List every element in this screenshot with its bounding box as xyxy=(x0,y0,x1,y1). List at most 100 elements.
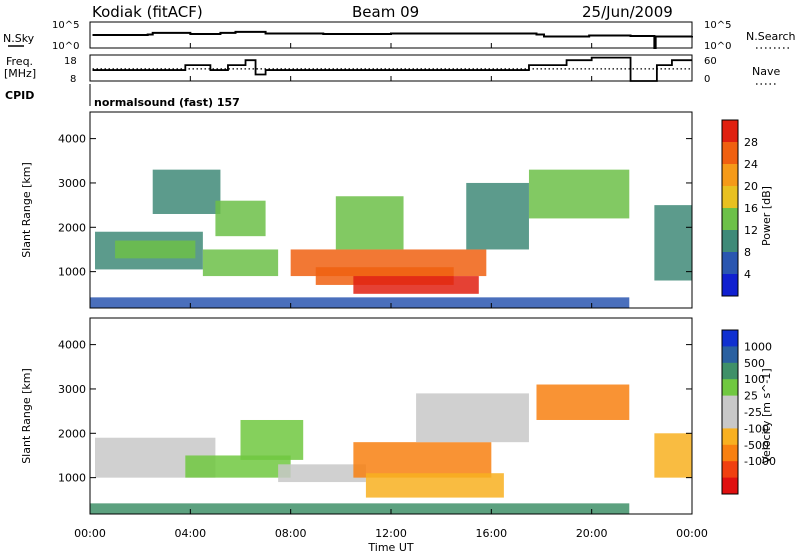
power-colorbar-tick-2: 12 xyxy=(744,224,758,237)
freq-tick-left-bottom: 8 xyxy=(70,74,76,85)
cpid-value: normalsound (fast) 157 xyxy=(94,96,240,109)
velocity-colorbar-tick-2: 100 xyxy=(744,373,765,386)
velocity-colorbar-label-text: Velocity [m s^-1] xyxy=(760,368,773,463)
velocity-colorbar-swatch-0 xyxy=(722,330,738,347)
velocity-colorbar-swatch-9 xyxy=(722,477,738,495)
power-ytick-label-1: 2000 xyxy=(58,221,86,234)
power-colorbar-swatch-1 xyxy=(722,142,738,165)
power-ylabel: Slant Range [km] xyxy=(20,162,33,258)
velocity-colorbar-tick-5: -100 xyxy=(744,422,769,435)
velocity-colorbar-swatch-1 xyxy=(722,346,738,364)
power-region-12 xyxy=(90,297,630,308)
freq-label-line1: Freq. xyxy=(6,55,33,68)
power-colorbar-tick-0: 4 xyxy=(744,268,751,281)
velocity-region-1 xyxy=(185,455,291,478)
xtick-label-3: 12:00 xyxy=(375,527,407,540)
velocity-colorbar-tick-7: -1000 xyxy=(744,455,776,468)
power-colorbar-swatch-3 xyxy=(722,186,738,209)
velocity-colorbar-swatch-6 xyxy=(722,428,738,446)
freq-label-line2: [MHz] xyxy=(4,67,36,80)
power-region-3 xyxy=(202,249,279,277)
nave-label: Nave xyxy=(752,65,780,78)
freq-tick-left-top: 18 xyxy=(64,56,77,67)
power-colorbar-tick-1: 8 xyxy=(744,246,751,259)
power-region-8 xyxy=(335,196,404,250)
power-colorbar-tick-6: 28 xyxy=(744,136,758,149)
velocity-region-3 xyxy=(353,442,492,478)
power-ytick-label-2: 3000 xyxy=(58,177,86,190)
velocity-colorbar-tick-3: 25 xyxy=(744,390,758,403)
power-colorbar-swatch-2 xyxy=(722,164,738,187)
power-colorbar-frame xyxy=(721,119,739,297)
velocity-region-4 xyxy=(365,473,504,498)
noise-tick-right-top: 10^5 xyxy=(704,20,731,31)
velocity-colorbar-tick-1: 500 xyxy=(744,357,765,370)
xtick-label-2: 08:00 xyxy=(275,527,307,540)
xtick-label-6: 00:00 xyxy=(676,527,708,540)
xtick-label-0: 00:00 xyxy=(74,527,106,540)
xtick-label-4: 16:00 xyxy=(475,527,507,540)
velocity-ytick-label-3: 4000 xyxy=(58,339,86,352)
velocity-colorbar-tick-4: -25 xyxy=(744,406,762,419)
nsky-label: N.Sky xyxy=(3,32,35,45)
power-axis: 1000 2000 3000 4000 xyxy=(58,133,692,279)
velocity-ytick-label-2: 3000 xyxy=(58,383,86,396)
noise-tick-left-bottom: 10^0 xyxy=(52,41,79,52)
velocity-colorbar-label: Velocity [m s^-1] xyxy=(760,368,773,463)
power-region-2 xyxy=(152,169,221,214)
velocity-axis: 1000 2000 3000 4000 xyxy=(58,339,692,485)
station-title: Kodiak (fitACF) xyxy=(92,3,203,21)
velocity-region-2 xyxy=(278,464,366,483)
power-region-4 xyxy=(215,200,266,237)
velocity-colorbar-swatch-7 xyxy=(722,444,738,462)
velocity-heatmap xyxy=(90,384,692,514)
power-colorbar-swatch-4 xyxy=(722,208,738,231)
power-region-11 xyxy=(654,205,692,281)
xlabel: Time UT xyxy=(367,541,413,554)
power-heatmap xyxy=(90,169,692,308)
power-region-7 xyxy=(353,276,479,294)
velocity-region-7 xyxy=(416,393,529,443)
velocity-colorbar-frame xyxy=(721,329,739,495)
power-colorbar: 4 8 12 16 20 24 28 xyxy=(721,119,758,297)
freq-tick-right-top: 60 xyxy=(704,56,717,67)
power-colorbar-swatch-7 xyxy=(722,274,738,297)
power-colorbar-swatch-5 xyxy=(722,230,738,253)
power-colorbar-label: Power [dB] xyxy=(760,186,773,246)
velocity-colorbar-tick-6: -500 xyxy=(744,439,769,452)
velocity-region-8 xyxy=(654,433,692,478)
power-region-1 xyxy=(115,240,196,259)
power-colorbar-tick-5: 24 xyxy=(744,158,758,171)
velocity-ylabel: Slant Range [km] xyxy=(20,368,33,464)
velocity-colorbar-swatch-3 xyxy=(722,379,738,397)
power-colorbar-swatch-6 xyxy=(722,252,738,275)
beam-title: Beam 09 xyxy=(352,3,419,21)
velocity-ytick-label-0: 1000 xyxy=(58,472,86,485)
velocity-colorbar-swatch-4 xyxy=(722,395,738,413)
noise-tick-left-top: 10^5 xyxy=(52,20,79,31)
velocity-colorbar-swatch-8 xyxy=(722,461,738,479)
freq-tick-right-bottom: 0 xyxy=(704,74,710,85)
date-title: 25/Jun/2009 xyxy=(582,3,673,21)
velocity-region-5 xyxy=(536,384,630,420)
noise-series-0 xyxy=(92,30,693,49)
cpid-label: CPID xyxy=(5,89,34,102)
velocity-colorbar: 1000 500 100 25 -25 -100 -500 -1000 xyxy=(721,329,776,495)
nsearch-label: N.Search xyxy=(746,30,796,43)
velocity-colorbar-swatch-2 xyxy=(722,362,738,380)
velocity-ytick-label-1: 2000 xyxy=(58,427,86,440)
velocity-colorbar-swatch-5 xyxy=(722,412,738,429)
time-axis: 00:00 04:00 08:00 12:00 16:00 20:00 00:00 xyxy=(74,43,708,540)
velocity-region-9 xyxy=(90,503,630,514)
power-region-9 xyxy=(528,169,630,219)
velocity-colorbar-tick-0: 1000 xyxy=(744,340,772,353)
power-ytick-label-3: 4000 xyxy=(58,133,86,146)
power-region-10 xyxy=(466,182,529,250)
power-colorbar-swatch-0 xyxy=(722,120,738,143)
power-colorbar-tick-4: 20 xyxy=(744,180,758,193)
freq-series xyxy=(92,56,692,82)
noise-tick-right-bottom: 10^0 xyxy=(704,41,731,52)
noise-layer xyxy=(92,30,693,49)
velocity-region-6 xyxy=(240,419,304,460)
